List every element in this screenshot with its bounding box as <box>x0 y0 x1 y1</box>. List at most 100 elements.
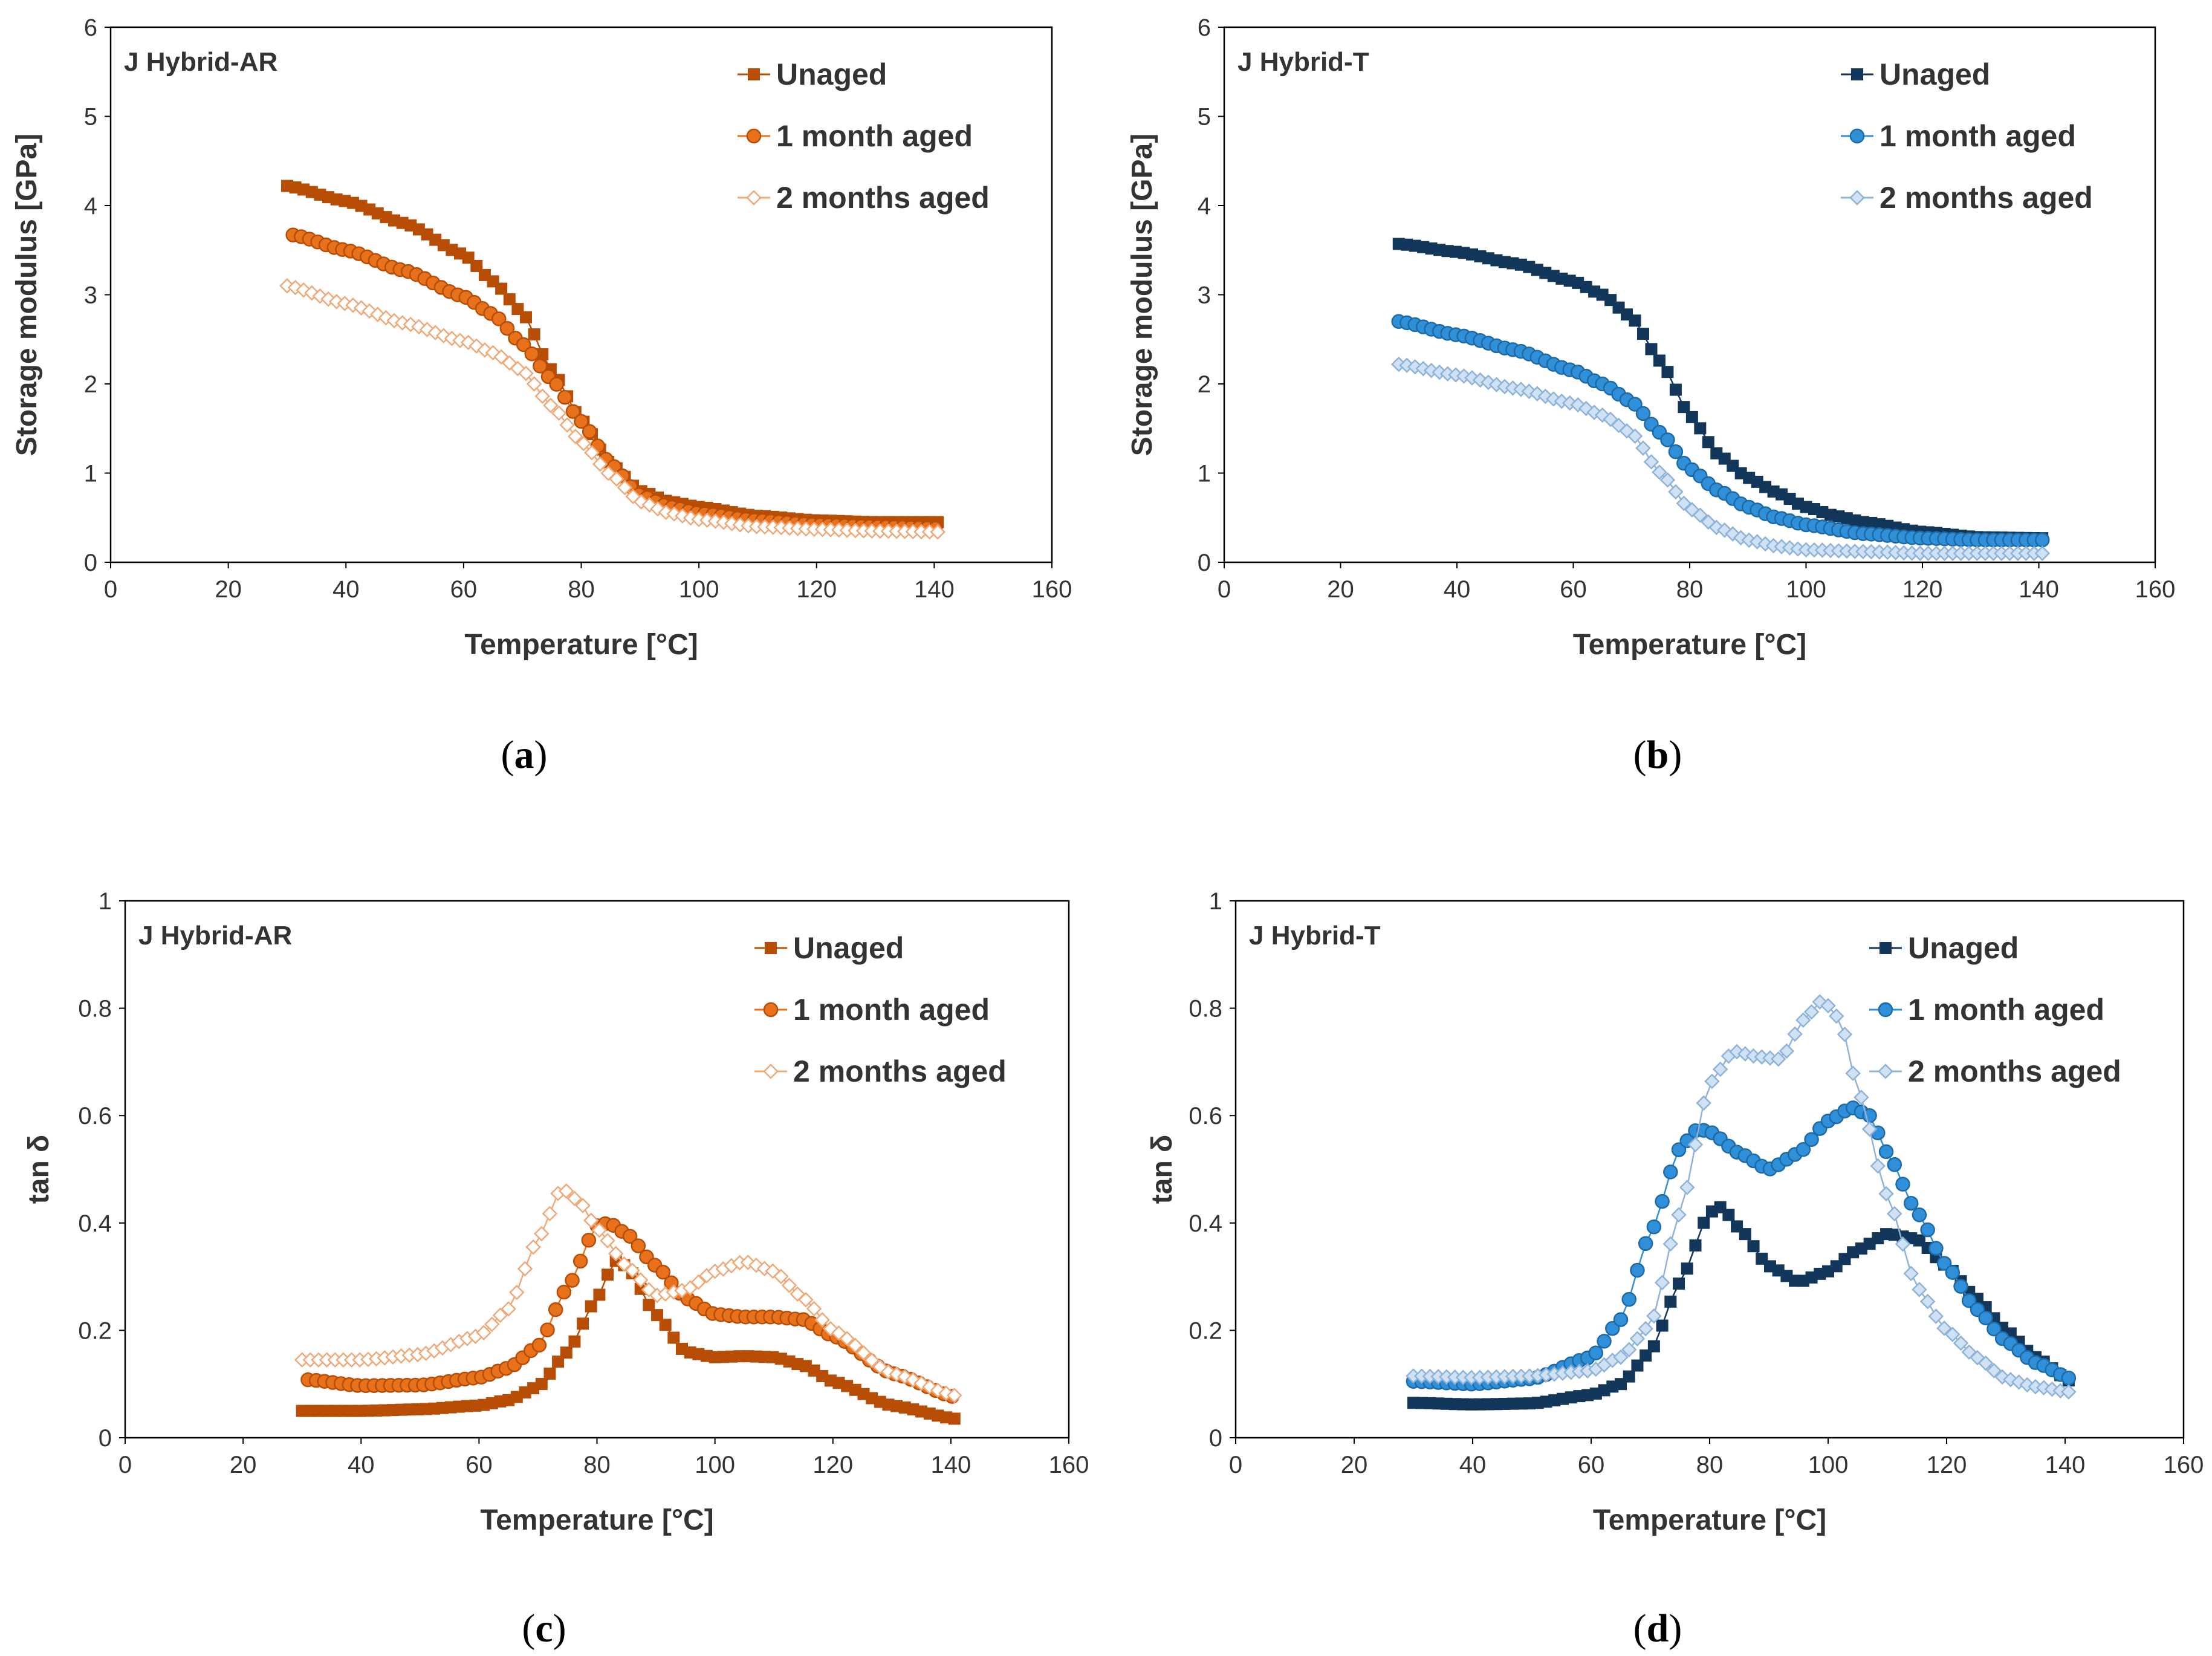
legend-marker <box>1849 128 1865 144</box>
data-point <box>583 1212 599 1229</box>
data-point <box>518 365 534 382</box>
legend-marker <box>1851 68 1863 80</box>
data-point <box>1920 1222 1935 1238</box>
data-point <box>503 293 516 306</box>
data-point <box>560 1346 572 1359</box>
data-point <box>616 1256 632 1272</box>
data-point <box>1820 998 1836 1014</box>
y-tick-label: 4 <box>1198 193 1211 219</box>
data-point <box>1631 1359 1644 1372</box>
data-point <box>1671 1207 1687 1223</box>
data-point <box>1588 1345 1604 1360</box>
data-point <box>608 1245 624 1262</box>
panel-title: J Hybrid-AR <box>138 921 292 950</box>
legend-label: 1 month aged <box>793 993 990 1027</box>
data-point <box>1668 444 1684 459</box>
data-point <box>495 282 508 295</box>
data-point <box>806 1300 822 1317</box>
data-point <box>1661 366 1674 378</box>
data-point <box>1605 1321 1620 1336</box>
y-tick-label: 1 <box>99 888 112 915</box>
data-point <box>592 456 608 472</box>
data-point <box>1795 1012 1811 1028</box>
x-tick-label: 0 <box>1218 576 1231 603</box>
x-tick-label: 100 <box>1786 576 1826 603</box>
y-axis-label: tan δ <box>1146 1135 1178 1204</box>
y-tick-label: 0.8 <box>1189 996 1222 1022</box>
data-point <box>690 1274 707 1290</box>
data-point <box>1638 1320 1653 1337</box>
panel-caption: (c) <box>522 1606 566 1651</box>
panel-caption: (d) <box>1633 1606 1682 1651</box>
data-point <box>1664 1295 1677 1308</box>
data-point <box>582 424 597 439</box>
data-point <box>484 1316 500 1333</box>
data-point <box>1613 1312 1629 1327</box>
caption-letter: c <box>535 1606 553 1651</box>
data-point <box>1845 1065 1861 1082</box>
data-point <box>1663 1164 1678 1180</box>
caption-open-paren: ( <box>522 1606 535 1651</box>
series-1-month-aged <box>1391 314 2050 548</box>
data-point <box>2034 545 2051 562</box>
y-tick-label: 0.6 <box>78 1103 112 1129</box>
x-tick-label: 0 <box>104 576 117 603</box>
data-point <box>1689 1239 1702 1252</box>
legend-label: 1 month aged <box>1908 993 2104 1027</box>
data-point <box>631 1238 646 1253</box>
data-point <box>556 1284 572 1300</box>
data-point <box>1623 1370 1635 1383</box>
x-tick-label: 60 <box>450 576 478 603</box>
x-axis-label: Temperature [°C] <box>464 629 698 661</box>
data-point <box>1668 484 1684 500</box>
data-point <box>1613 1349 1629 1365</box>
series-1-month-aged <box>285 227 943 536</box>
data-point <box>576 435 592 452</box>
panel-title: J Hybrid-AR <box>124 47 277 77</box>
data-point <box>1659 472 1676 488</box>
data-point <box>655 1264 671 1280</box>
data-point <box>1629 1331 1646 1346</box>
y-tick-label: 0.4 <box>1189 1210 1222 1237</box>
legend-marker <box>746 190 762 206</box>
legend-label: 2 months aged <box>1908 1054 2121 1088</box>
data-point <box>1654 1274 1670 1291</box>
data-point <box>1597 1334 1612 1349</box>
data-point <box>1643 454 1659 470</box>
y-axis-label: tan δ <box>23 1135 55 1204</box>
data-point <box>1696 1095 1711 1111</box>
data-point <box>551 405 567 421</box>
x-tick-label: 80 <box>583 1452 611 1478</box>
data-point <box>839 1331 855 1346</box>
data-point <box>1679 1180 1695 1195</box>
data-point <box>1694 422 1707 435</box>
data-point <box>1912 1282 1927 1297</box>
data-point <box>1779 1043 1795 1059</box>
data-point <box>509 1284 525 1300</box>
data-point <box>1652 464 1667 480</box>
y-tick-label: 0.2 <box>78 1317 112 1344</box>
caption-close-paren: ) <box>534 733 548 777</box>
data-point <box>848 1337 863 1354</box>
series-1-month-aged <box>300 1216 960 1404</box>
data-point <box>565 1273 580 1288</box>
data-point <box>540 1322 555 1337</box>
data-point <box>609 471 624 487</box>
data-point <box>946 1388 962 1403</box>
data-point <box>1895 1177 1910 1192</box>
data-point <box>572 1253 588 1269</box>
y-tick-label: 0 <box>1198 550 1211 576</box>
x-tick-label: 60 <box>1560 576 1587 603</box>
series-2-months-aged <box>294 1183 962 1403</box>
data-point <box>781 1278 797 1293</box>
data-point <box>651 1309 664 1322</box>
data-point <box>1635 440 1651 456</box>
data-point <box>558 1183 574 1199</box>
data-point <box>1640 1349 1652 1362</box>
x-axis-label: Temperature [°C] <box>1573 629 1806 661</box>
data-point <box>643 1299 655 1311</box>
data-point <box>1912 1207 1927 1223</box>
caption-close-paren: ) <box>1669 1606 1682 1651</box>
data-point <box>855 1345 872 1361</box>
y-tick-label: 6 <box>1198 15 1211 41</box>
